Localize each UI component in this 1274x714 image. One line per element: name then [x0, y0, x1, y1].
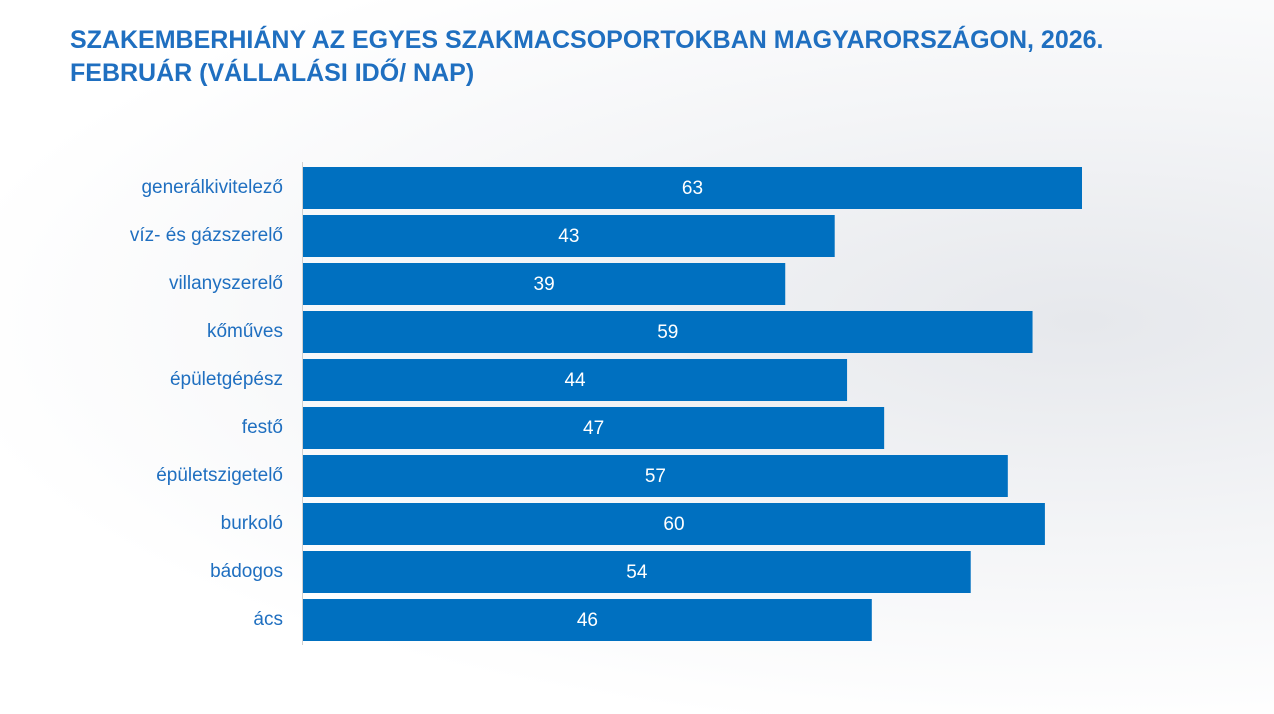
value-label: 63: [682, 178, 703, 199]
category-label: villanyszerelő: [169, 273, 283, 294]
bar: [303, 359, 848, 401]
value-label: 47: [583, 418, 604, 439]
bar: [303, 167, 1082, 209]
category-label: kőműves: [207, 321, 283, 342]
value-label: 43: [558, 226, 579, 247]
category-label: épületgépész: [170, 369, 283, 390]
chart-title: SZAKEMBERHIÁNY AZ EGYES SZAKMACSOPORTOKB…: [70, 26, 1104, 87]
category-label: víz- és gázszerelő: [130, 225, 283, 246]
category-label: bádogos: [210, 561, 283, 582]
value-label: 46: [577, 610, 598, 631]
category-label: generálkivitelező: [141, 177, 283, 198]
bar: [303, 551, 971, 593]
category-label: épületszigetelő: [156, 465, 283, 486]
bar: [303, 407, 885, 449]
category-label: ács: [253, 609, 283, 630]
bar: [303, 215, 835, 257]
bar: [303, 455, 1008, 497]
category-label: festő: [242, 417, 283, 438]
value-label: 60: [663, 514, 684, 535]
category-label: burkoló: [221, 513, 283, 534]
value-label: 57: [645, 466, 666, 487]
bar: [303, 599, 872, 641]
value-label: 54: [626, 562, 648, 583]
bar: [303, 503, 1045, 545]
bar: [303, 263, 786, 305]
value-label: 39: [534, 274, 555, 295]
value-label: 44: [564, 370, 586, 391]
bar: [303, 311, 1033, 353]
value-label: 59: [657, 322, 678, 343]
